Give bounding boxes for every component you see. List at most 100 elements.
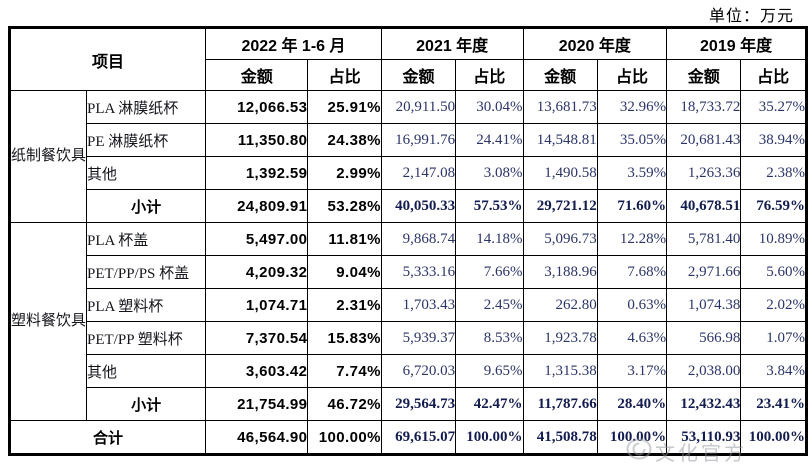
cell-2022-ratio: 2.99% [307, 156, 382, 190]
item-label: PLA 淋膜纸杯 [86, 90, 207, 124]
item-label: PET/PP 塑料杯 [86, 321, 207, 355]
cell-2021-amount: 9,868.74 [380, 222, 457, 256]
cell-2021-ratio: 8.53% [455, 321, 524, 355]
cell-2019-ratio: 2.02% [740, 288, 807, 322]
cell-2021-amount: 5,939.37 [380, 321, 457, 355]
cell-2022-ratio: 53.28% [307, 189, 382, 223]
header-ratio-2021: 占比 [455, 59, 524, 91]
cell-2020-amount: 1,315.38 [522, 354, 598, 388]
cell-2019-ratio: 2.38% [740, 156, 807, 190]
cell-2021-amount: 16,991.76 [380, 123, 457, 157]
cell-2021-ratio: 2.45% [455, 288, 524, 322]
cell-2022-ratio: 25.91% [307, 90, 382, 124]
cell-2019-ratio: 76.59% [740, 189, 807, 223]
cell-2019-amount: 566.98 [666, 321, 742, 355]
table-row: 塑料餐饮具 PLA 杯盖 5,497.00 11.81% 9,868.74 14… [8, 222, 807, 421]
header-period-2020: 2020 年度 [522, 27, 668, 60]
header-amount-2019: 金额 [666, 59, 742, 91]
subtotal-row-paper: 小计 24,809.91 53.28% 40,050.33 57.53% 29,… [10, 189, 807, 223]
table-row: PLA 塑料杯 1,074.71 2.31% 1,703.43 2.45% 26… [10, 288, 807, 322]
cell-2022-ratio: 24.38% [307, 123, 382, 157]
cell-2019-amount: 12,432.43 [666, 387, 742, 421]
subtotal-label: 小计 [86, 189, 207, 223]
cell-2022-ratio: 11.81% [307, 222, 382, 256]
cell-2020-ratio: 35.05% [596, 123, 668, 157]
item-label: PLA 杯盖 [86, 222, 207, 256]
item-label: PET/PP/PS 杯盖 [86, 255, 207, 289]
cell-2021-amount: 2,147.08 [380, 156, 457, 190]
cell-2021-amount: 40,050.33 [380, 189, 457, 223]
cell-2019-ratio: 1.07% [740, 321, 807, 355]
cell-2020-amount: 1,490.58 [522, 156, 598, 190]
cell-2019-ratio: 3.84% [740, 354, 807, 388]
cell-2022-ratio: 100.00% [307, 420, 382, 455]
cell-2019-ratio: 10.89% [740, 222, 807, 256]
item-label: 其他 [86, 354, 207, 388]
cell-2020-amount: 14,548.81 [522, 123, 598, 157]
cell-2022-amount: 46,564.90 [205, 420, 309, 455]
cell-2021-amount: 5,333.16 [380, 255, 457, 289]
cell-2022-amount: 7,370.54 [205, 321, 309, 355]
cell-2019-amount: 1,263.36 [666, 156, 742, 190]
grand-total-row: 合计 46,564.90 100.00% 69,615.07 100.00% 4… [8, 420, 807, 455]
cell-2021-ratio: 24.41% [455, 123, 524, 157]
header-period-2022: 2022 年 1-6 月 [205, 27, 382, 60]
cell-2021-ratio: 100.00% [455, 420, 524, 455]
unit-label: 单位：万元 [708, 8, 794, 25]
table-row: 纸制餐饮具 PLA 淋膜纸杯 12,066.53 25.91% 20,911.5… [8, 90, 807, 223]
header-ratio-2020: 占比 [596, 59, 668, 91]
cell-2022-ratio: 2.31% [307, 288, 382, 322]
revenue-breakdown-table: 项目 2022 年 1-6 月 2021 年度 2020 年度 2019 年度 … [8, 26, 808, 456]
table-body: 纸制餐饮具 PLA 淋膜纸杯 12,066.53 25.91% 20,911.5… [8, 90, 807, 455]
cell-2020-amount: 41,508.78 [522, 420, 598, 455]
cell-2021-amount: 29,564.73 [380, 387, 457, 421]
cell-2022-amount: 21,754.99 [205, 387, 309, 421]
table-row: PE 淋膜纸杯 11,350.80 24.38% 16,991.76 24.41… [10, 123, 807, 157]
cell-2021-amount: 69,615.07 [380, 420, 457, 455]
cell-2019-amount: 53,110.93 [666, 420, 742, 455]
cell-2019-amount: 18,733.72 [666, 90, 742, 124]
cell-2022-amount: 5,497.00 [205, 222, 309, 256]
table-header: 项目 2022 年 1-6 月 2021 年度 2020 年度 2019 年度 … [8, 27, 807, 91]
cell-2020-ratio: 3.59% [596, 156, 668, 190]
cell-2020-ratio: 3.17% [596, 354, 668, 388]
cell-2020-ratio: 12.28% [596, 222, 668, 256]
cell-2021-ratio: 57.53% [455, 189, 524, 223]
cell-2020-amount: 5,096.73 [522, 222, 598, 256]
cell-2021-ratio: 9.65% [455, 354, 524, 388]
header-row-measures: 金额 占比 金额 占比 金额 占比 金额 占比 [10, 59, 807, 91]
cell-2019-amount: 2,971.66 [666, 255, 742, 289]
cell-2019-ratio: 100.00% [740, 420, 807, 455]
cell-2020-ratio: 71.60% [596, 189, 668, 223]
cell-2019-amount: 2,038.00 [666, 354, 742, 388]
cell-2021-amount: 1,703.43 [380, 288, 457, 322]
cell-2021-amount: 20,911.50 [380, 90, 457, 124]
cell-2022-amount: 1,074.71 [205, 288, 309, 322]
cell-2019-amount: 40,678.51 [666, 189, 742, 223]
cell-2022-amount: 24,809.91 [205, 189, 309, 223]
cell-2019-amount: 5,781.40 [666, 222, 742, 256]
cell-2021-ratio: 30.04% [455, 90, 524, 124]
table-row: PET/PP/PS 杯盖 4,209.32 9.04% 5,333.16 7.6… [10, 255, 807, 289]
cell-2020-amount: 13,681.73 [522, 90, 598, 124]
cell-2022-amount: 3,603.42 [205, 354, 309, 388]
cell-2021-ratio: 14.18% [455, 222, 524, 256]
cell-2020-amount: 1,923.78 [522, 321, 598, 355]
header-ratio-2022: 占比 [307, 59, 382, 91]
cell-2020-amount: 262.80 [522, 288, 598, 322]
cell-2022-ratio: 46.72% [307, 387, 382, 421]
cell-2022-amount: 4,209.32 [205, 255, 309, 289]
cell-2021-ratio: 7.66% [455, 255, 524, 289]
cell-2019-ratio: 38.94% [740, 123, 807, 157]
cell-2022-amount: 1,392.59 [205, 156, 309, 190]
cell-2020-ratio: 4.63% [596, 321, 668, 355]
cell-2020-ratio: 100.00% [596, 420, 668, 455]
header-row-periods: 项目 2022 年 1-6 月 2021 年度 2020 年度 2019 年度 [8, 27, 807, 91]
subtotal-label: 小计 [86, 387, 207, 421]
cell-2022-ratio: 7.74% [307, 354, 382, 388]
cell-2020-ratio: 32.96% [596, 90, 668, 124]
cell-2020-ratio: 28.40% [596, 387, 668, 421]
cell-2019-ratio: 23.41% [740, 387, 807, 421]
cell-2021-ratio: 42.47% [455, 387, 524, 421]
